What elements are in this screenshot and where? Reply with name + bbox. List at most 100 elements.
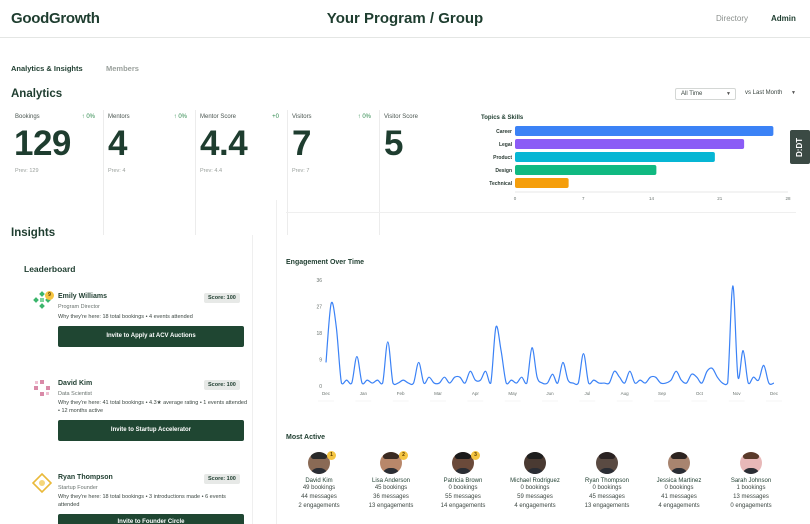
leaderboard-title: Leaderboard [24,264,76,274]
insights-heading: Insights [11,227,56,239]
compare-select[interactable]: vs Last Month ▼ [740,88,800,100]
header-divider [0,37,810,38]
metric-value: 4.4 [200,124,248,163]
x-tick-label: 0 [514,196,517,201]
metric-value: 7 [292,124,311,163]
avatar-hair [455,452,471,459]
invite-button[interactable]: Invite to Startup Accelerator [58,420,244,441]
rank-badge: 2 [399,451,408,460]
x-tick-label: 14 [649,196,655,201]
score-badge: Score: 100 [204,380,240,390]
x-tick-label: 28 [785,196,791,201]
rank-badge: 3 [471,451,480,460]
invite-button[interactable]: Invite to Apply at ACV Auctions [58,326,244,347]
avatar [740,452,762,474]
metric-delta: ↑ 0% [81,114,95,120]
avatar-pattern-icon [34,380,50,396]
most-active-bookings: 45 bookings [374,485,408,491]
column-divider [252,235,253,524]
most-active-bookings: 0 bookings [664,485,694,491]
engagement-over-time-chart: 0 9 18 27 36 Dec Jan Feb Mar Apr May Jun Jul Aug Sep Oc… [316,278,782,402]
metric-label: Mentor Score [200,114,237,120]
avatar-pattern-icon [31,472,53,494]
nav-directory-link[interactable]: Directory [716,14,749,23]
most-active-name: Sarah Johnson [730,478,772,484]
most-active-engagements: 4 engagements [658,503,700,509]
tab-analytics-insights[interactable]: Analytics & Insights [11,64,83,73]
avatar [380,452,402,474]
rank-badge: 1 [327,451,336,460]
most-active-card[interactable]: Ryan Thompson 0 bookings 45 messages 13 eng… [572,452,642,511]
leaderboard-name[interactable]: David Kim [58,380,93,387]
most-active-card[interactable]: 3 Patricia Brown 0 bookings 55 messages 14 e… [428,451,498,511]
x-tick-label: Jul [584,391,590,396]
nav-admin-link[interactable]: Admin [771,14,796,23]
x-tick-label: Mar [434,391,442,396]
avatar-hair [599,452,615,459]
invite-button[interactable]: Invite to Founder Circle [58,514,244,524]
avatar-shoulders [526,468,544,474]
x-tick-label: Oct [696,391,704,396]
most-active-messages: 36 messages [373,494,409,500]
most-active-card[interactable]: Michael Rodriguez 0 bookings 59 messages 4 … [500,452,570,511]
most-active-bookings: 1 bookings [736,485,766,491]
most-active-name: Patricia Brown [443,478,483,484]
metric-prev: Prev: 4 [108,168,126,174]
topic-bar [515,139,745,149]
most-active-card[interactable]: Jessica Martinez 0 bookings 41 messages 4 e… [644,452,714,511]
most-active-card[interactable]: 2 Lisa Anderson 45 bookings 36 messages 13 e… [356,451,426,511]
most-active-messages: 41 messages [661,494,697,500]
topic-bar [515,126,774,136]
most-active-bookings: 0 bookings [520,485,550,491]
period-select[interactable]: All Time ▼ [675,88,736,100]
x-tick-label: Aug [621,391,630,396]
y-tick-label: 0 [319,384,322,390]
metric-card-mentors: Mentors ↑ 0% 4 Prev: 4 [103,110,195,235]
side-drawer-tab[interactable]: D:DT [790,130,810,164]
leaderboard-role: Startup Founder [58,485,98,491]
most-active-engagements: 0 engagements [730,503,772,509]
x-tick-label: Jun [546,391,554,396]
leaderboard-name[interactable]: Emily Williams [58,293,107,300]
avatar-hair [311,452,327,459]
avatar [524,452,546,474]
most-active-engagements: 4 engagements [514,503,556,509]
analytics-heading: Analytics [11,88,63,100]
score-badge: Score: 100 [204,293,240,303]
leaderboard-why: Why they're here: 18 total bookings • 3 … [58,494,226,508]
x-tick-label: Jan [360,391,368,396]
app-logo[interactable]: GoodGrowth [11,10,100,27]
chevron-down-icon: ▼ [791,90,796,96]
topic-bar [515,165,657,175]
compare-select-value: vs Last Month [745,90,783,96]
most-active-messages: 59 messages [517,494,553,500]
most-active-card[interactable]: Sarah Johnson 1 bookings 13 messages 0 enga… [716,452,786,511]
x-tick-label: Dec [322,391,331,396]
most-active-engagements: 13 engagements [584,503,630,509]
metric-value: 5 [384,124,403,163]
metric-label: Visitors [292,114,312,120]
most-active-bookings: 0 bookings [592,485,622,491]
engagement-series-line [325,285,775,386]
topics-chart-title: Topics & Skills [481,115,524,121]
metric-prev: Prev: 129 [15,168,39,174]
topic-category-label: Career [496,129,512,135]
leaderboard-name[interactable]: Ryan Thompson [58,474,113,481]
most-active-name: Michael Rodriguez [510,478,560,484]
y-tick-label: 9 [319,358,322,364]
metric-delta: ↑ 0% [357,114,371,120]
leaderboard-role: Program Director [58,304,100,310]
period-select-value: All Time [681,91,703,97]
x-tick-label: Apr [472,391,480,396]
avatar [31,472,53,494]
metric-delta: +0 [272,114,279,120]
most-active-card[interactable]: 1 David Kim 49 bookings 44 messages 2 engage… [284,451,354,511]
y-tick-label: 18 [316,331,322,337]
tab-members[interactable]: Members [106,64,139,73]
x-tick-label: 21 [717,196,723,201]
avatar-pattern-icon [33,291,51,309]
avatar-shoulders [742,468,760,474]
avatar [452,452,474,474]
x-tick-label: 7 [582,196,585,201]
topic-bar [515,178,569,188]
